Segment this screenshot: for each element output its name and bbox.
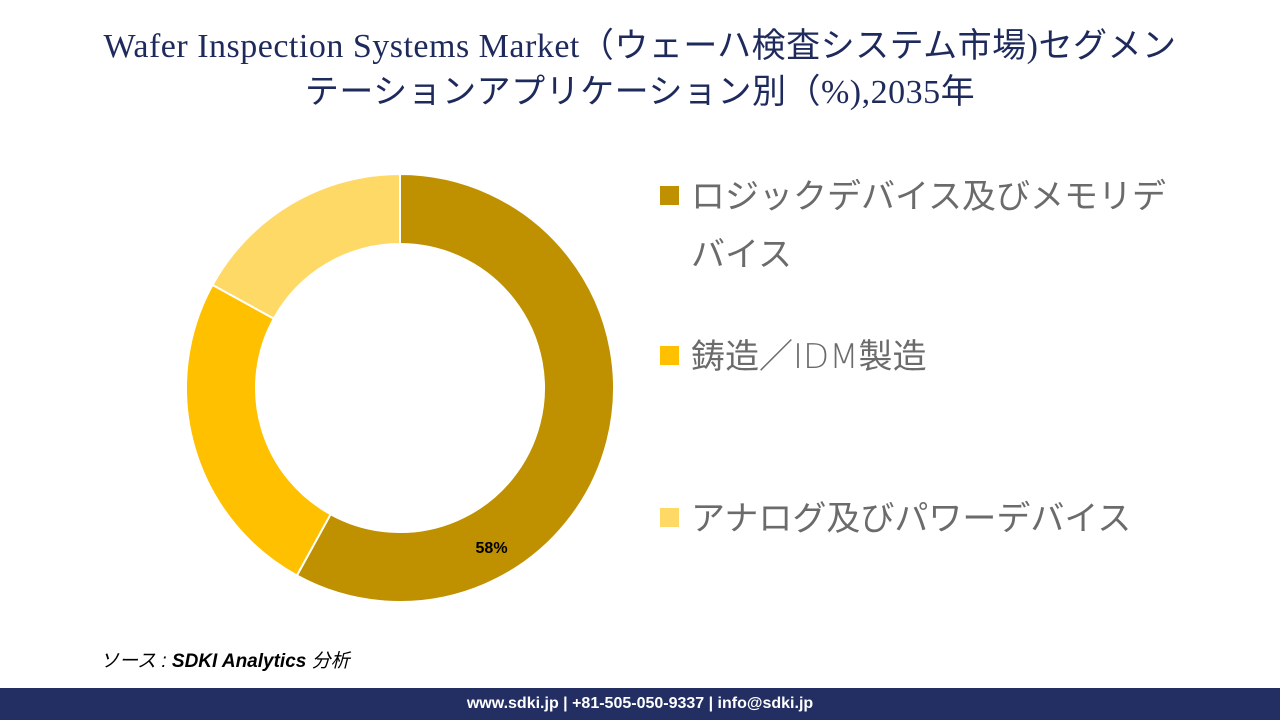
legend-item-foundry-idm: 鋳造／IDM製造: [660, 328, 1181, 386]
donut-slice-foundry-idm: [185, 283, 332, 577]
legend-swatch-foundry-idm: [660, 346, 679, 365]
donut-slice-logic-memory: [295, 172, 615, 603]
source-note: ソース : SDKI Analytics 分析: [100, 646, 350, 673]
chart-title-line-2: テーションアプリケーション別（%),2035年: [304, 74, 976, 111]
legend-item-logic-memory: ロジックデバイス及びメモリデバイス: [660, 168, 1181, 284]
legend-label-foundry-idm: 鋳造／IDM製造: [691, 337, 927, 377]
data-label-logic-memory: 58%: [476, 540, 508, 557]
source-prefix: ソース :: [100, 651, 172, 672]
legend-swatch-analog-power: [660, 508, 679, 527]
legend-item-analog-power: アナログ及びパワーデバイス: [660, 490, 1181, 548]
donut-slice-analog-power: [211, 172, 401, 320]
footer-contact: www.sdki.jp | +81-505-050-9337 | info@sd…: [466, 695, 814, 712]
legend-swatch-logic-memory: [660, 186, 679, 205]
source-suffix: 分析: [306, 651, 350, 672]
footer-bar: www.sdki.jp | +81-505-050-9337 | info@sd…: [0, 688, 1280, 720]
legend-label-analog-power: アナログ及びパワーデバイス: [691, 499, 1132, 539]
source-name: SDKI Analytics: [171, 651, 307, 672]
legend-label-logic-memory: ロジックデバイス及びメモリデバイス: [691, 177, 1166, 275]
chart-title: Wafer Inspection Systems Market（ウェーハ検査シス…: [0, 24, 1280, 116]
donut-chart: 58%: [185, 172, 615, 603]
chart-title-line-1: Wafer Inspection Systems Market（ウェーハ検査シス…: [103, 28, 1177, 65]
